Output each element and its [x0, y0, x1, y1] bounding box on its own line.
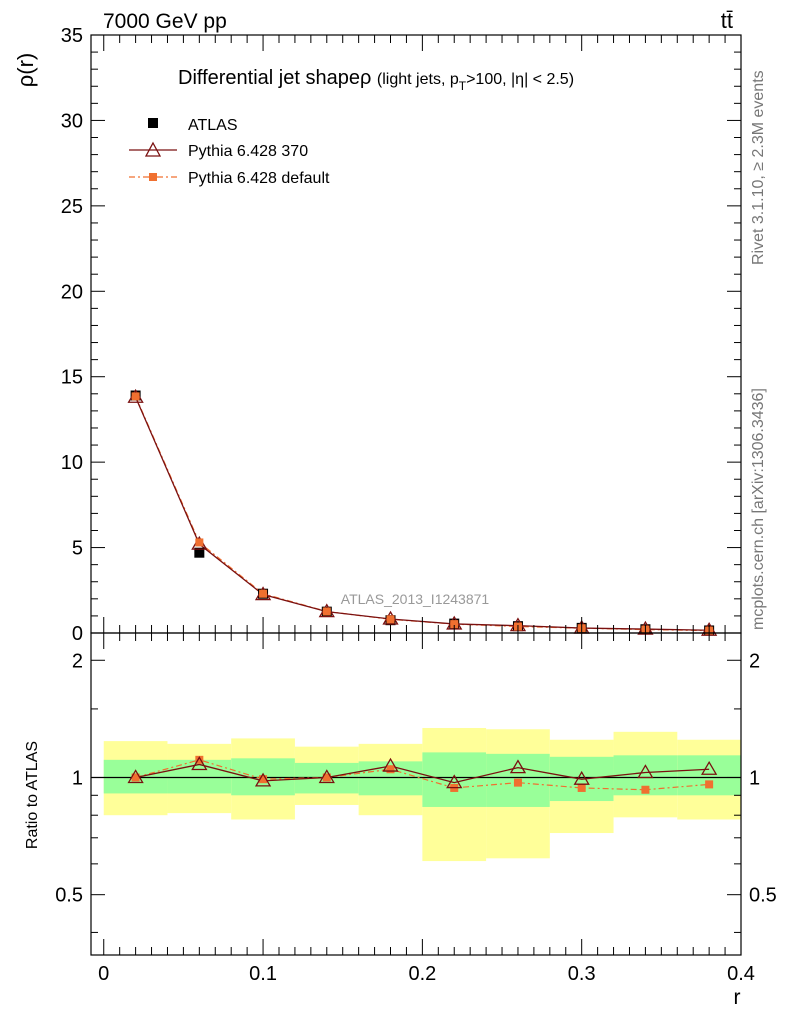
ratio-y-tick-label: 1	[72, 767, 83, 789]
ratio-point-pythia-370	[382, 757, 399, 772]
title-detail-rest: >100, |η| < 2.5)	[466, 71, 574, 88]
legend-marker-pythia-default	[149, 173, 157, 181]
ratio-point-pythia-default	[513, 778, 522, 787]
ratio-point-pythia-default	[705, 780, 714, 789]
main-y-tick-label: 15	[61, 367, 83, 389]
legend-label-pythia-370: Pythia 6.428 370	[188, 143, 308, 160]
chart-title: Differential jet shapeρ (light jets, pT>…	[178, 67, 574, 93]
main-y-tick-label: 20	[61, 281, 83, 303]
energy-label: 7000 GeV pp	[103, 10, 227, 33]
ratio-point-pythia-default	[641, 785, 650, 794]
ratio-y-axis: 0.5 0.5 1 1 2 2	[55, 650, 777, 933]
ratio-point-pythia-370	[701, 760, 718, 775]
analysis-watermark: ATLAS_2013_I1243871	[341, 591, 490, 607]
title-main: Differential jet shape	[178, 67, 360, 89]
main-y-axis: 0 5 10 15 20 25 30 35	[61, 25, 741, 645]
main-panel: 0 5 10 15 20 25 30 35 ρ(r)	[13, 25, 742, 645]
main-y-tick-label: 35	[61, 25, 83, 47]
x-tick-label: 0.4	[727, 963, 755, 985]
ratio-y-tick-label-right: 0.5	[749, 885, 777, 907]
ratio-frame	[90, 632, 742, 956]
svg-text:Differential jet shapeρ: Differential jet shapeρ (light jets, pT>…	[178, 67, 574, 93]
ratio-y-tick-label-right: 1	[749, 767, 760, 789]
main-y-tick-label: 5	[72, 538, 83, 560]
main-y-tick-label: 10	[61, 452, 83, 474]
data-point-pythia-default	[386, 615, 395, 624]
ratio-point-pythia-370	[573, 770, 590, 785]
ratio-y-tick-label: 2	[72, 650, 83, 672]
x-tick-label: 0.2	[408, 963, 436, 985]
data-point-pythia-default	[322, 607, 331, 616]
legend: ATLAS Pythia 6.428 370 Pythia 6.428 defa…	[129, 117, 330, 187]
title-rho: ρ	[360, 67, 371, 89]
data-point-pythia-default	[259, 589, 268, 598]
ratio-uncertainty-bands	[103, 727, 741, 862]
ratio-point-pythia-default	[322, 773, 331, 782]
ratio-line-pythia-default	[135, 759, 710, 791]
legend-label-pythia-default: Pythia 6.428 default	[188, 170, 330, 187]
legend-label-atlas: ATLAS	[188, 117, 238, 134]
ratio-point-pythia-default	[259, 775, 268, 784]
main-y-tick-label: 0	[72, 623, 83, 645]
title-subscript: T	[459, 79, 467, 93]
ratio-y-axis-label: Ratio to ATLAS	[24, 741, 41, 849]
main-y-axis-label: ρ(r)	[13, 53, 38, 88]
mcplots-label: mcplots.cern.ch [arXiv:1306.3436]	[750, 388, 767, 630]
legend-marker-atlas	[148, 118, 158, 128]
data-point-pythia-default	[450, 620, 459, 629]
series-line-pythia-default	[135, 396, 710, 632]
data-point-atlas	[194, 547, 205, 558]
ratio-point-pythia-370	[637, 764, 654, 779]
x-tick-label: 0.1	[249, 963, 277, 985]
data-point-pythia-default	[131, 392, 140, 401]
ratio-point-pythia-default	[386, 765, 395, 774]
ratio-panel: 0.5 0.51 12 2 0 0.1 0.2 0.3 0.4 Ratio to ATLAS …	[24, 632, 777, 1009]
ratio-point-pythia-default	[577, 783, 586, 792]
ratio-point-pythia-370	[254, 772, 272, 787]
x-tick-label: 0.3	[568, 963, 596, 985]
x-tick-label: 0	[98, 963, 109, 985]
data-point-pythia-default	[195, 538, 204, 547]
main-y-tick-label: 30	[61, 110, 83, 132]
ratio-point-pythia-370	[509, 759, 527, 774]
x-axis-label: r	[734, 986, 741, 1009]
ratio-point-pythia-370	[191, 756, 208, 771]
ratio-point-pythia-default	[131, 773, 140, 782]
title-detail: (light jets, p	[377, 71, 459, 88]
ratio-plot-area	[91, 755, 741, 794]
legend-marker-pythia-370	[144, 141, 162, 157]
process-label: tt̄	[721, 8, 733, 33]
ratio-point-pythia-370	[318, 769, 335, 784]
rivet-label: Rivet 3.1.10, ≥ 2.3M events	[750, 70, 767, 265]
ratio-point-pythia-370	[127, 769, 144, 784]
main-y-tick-label: 25	[61, 196, 83, 218]
ratio-point-pythia-370	[446, 774, 463, 789]
ratio-line-pythia-370	[135, 763, 710, 784]
ratio-point-pythia-default	[195, 755, 204, 764]
ratio-band-inner	[422, 752, 487, 807]
ratio-y-tick-label: 0.5	[55, 885, 83, 907]
ratio-y-tick-label-right: 2	[749, 650, 760, 672]
